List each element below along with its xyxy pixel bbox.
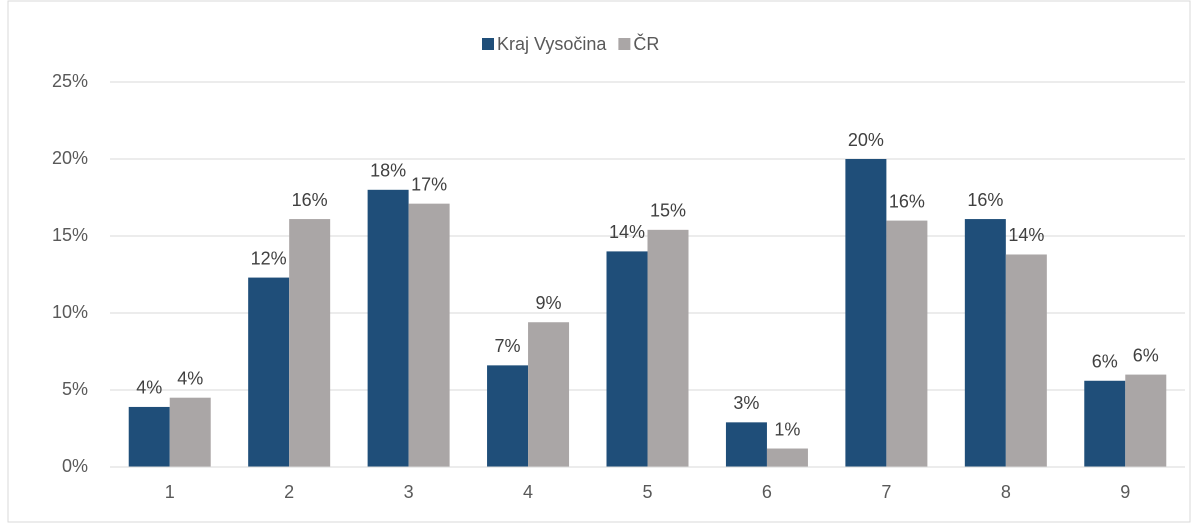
value-label: 7% (495, 336, 521, 356)
y-tick-label: 25% (52, 71, 88, 91)
legend-swatch (618, 38, 631, 50)
value-label: 20% (848, 130, 884, 150)
value-label: 4% (136, 378, 162, 398)
x-tick-label: 2 (284, 482, 294, 502)
value-label: 1% (774, 419, 800, 439)
value-label: 14% (1008, 225, 1044, 245)
bar (647, 229, 689, 467)
bar (606, 251, 648, 467)
bar (528, 322, 570, 467)
value-label: 16% (292, 190, 328, 210)
bar (487, 365, 529, 467)
bar (886, 220, 928, 467)
legend-label: ČR (633, 33, 659, 54)
x-tick-label: 4 (523, 482, 533, 502)
bar (725, 422, 767, 467)
y-tick-label: 10% (52, 302, 88, 322)
value-label: 6% (1092, 352, 1118, 372)
legend-label: Kraj Vysočina (497, 34, 607, 54)
bar (1005, 254, 1047, 467)
x-tick-label: 3 (404, 482, 414, 502)
x-tick-label: 1 (165, 482, 175, 502)
value-label: 9% (536, 293, 562, 313)
bar (367, 189, 409, 468)
bar (964, 219, 1006, 467)
value-label: 14% (609, 222, 645, 242)
bar (248, 277, 290, 467)
bar (408, 203, 450, 467)
bar (845, 159, 887, 467)
x-tick-label: 7 (881, 482, 891, 502)
value-label: 4% (177, 368, 203, 388)
x-tick-label: 9 (1120, 482, 1130, 502)
bar (128, 406, 170, 467)
value-label: 16% (889, 191, 925, 211)
bar (169, 397, 211, 467)
value-label: 3% (733, 393, 759, 413)
y-tick-label: 5% (62, 379, 88, 399)
value-label: 18% (370, 161, 406, 181)
y-tick-label: 20% (52, 148, 88, 168)
y-tick-label: 0% (62, 456, 88, 476)
bar (1084, 380, 1126, 467)
bar (766, 448, 808, 467)
legend-swatch (482, 38, 494, 50)
bar (289, 219, 331, 467)
value-label: 12% (251, 248, 287, 268)
value-label: 16% (967, 190, 1003, 210)
value-label: 6% (1133, 345, 1159, 365)
x-tick-label: 5 (642, 482, 652, 502)
bar (1125, 374, 1167, 467)
value-label: 15% (650, 201, 686, 221)
value-label: 17% (411, 174, 447, 194)
x-tick-label: 8 (1001, 482, 1011, 502)
x-tick-label: 6 (762, 482, 772, 502)
y-tick-label: 15% (52, 225, 88, 245)
